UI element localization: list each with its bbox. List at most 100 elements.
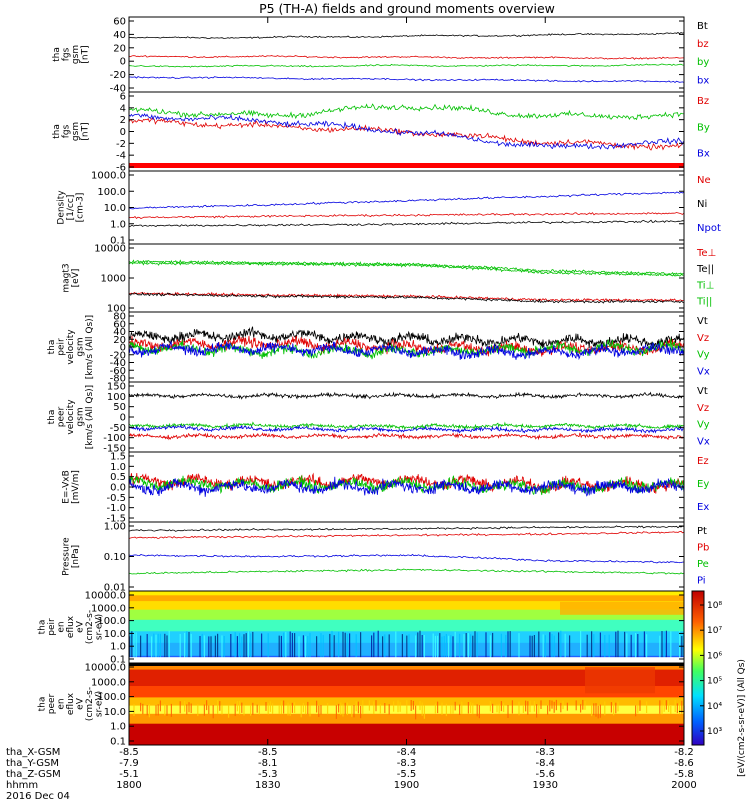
y-axis-label-line: tha [38,697,48,712]
spectrogram-streak [604,701,606,716]
spectrogram-peer_en [129,663,685,746]
spectrogram-streak [454,631,456,663]
spectrogram-streak [459,633,461,662]
spectrogram-streak [333,635,335,664]
spectrogram-band [129,669,684,687]
series-line-fgs_dsl-green [128,103,684,121]
spectrogram-streak [287,702,289,716]
spectrogram-streak [272,703,274,714]
panel-frame [128,170,685,245]
legend-fgs_dsl-By: By [697,122,710,133]
spectrogram-streak [529,635,531,667]
series-line-peer_vel-black [128,391,684,400]
spectrogram-streak [500,701,502,712]
spectrogram-streak [393,701,395,712]
spectrogram-streak [582,699,584,710]
spectrogram-streak [250,633,252,666]
colorbar [691,590,705,746]
y-axis-label-line: en [57,621,67,632]
spectrogram-streak [507,631,509,660]
spectrogram-streak [159,633,161,666]
spectrogram-streak [320,705,322,715]
spectrogram-streak [580,704,582,713]
y-tick-label: 150 [107,382,126,393]
y-axis-label-line: gsm [76,407,86,426]
spectrogram-streak [247,631,249,660]
spectrogram-streak [302,635,304,668]
panel-frame [128,381,685,453]
spectrogram-streak [547,705,549,715]
spectrogram-streak [353,705,355,718]
y-tick-label: 100.0 [97,187,126,198]
spectrogram-streak [419,701,421,711]
colorbar-tick-label: 10⁶ [707,651,722,661]
spectrogram-streak [241,702,243,713]
y-tick-label: 0.01 [104,583,126,594]
legend-peer_vel-Vt: Vt [697,386,708,397]
x-row-label: tha_X-GSM [6,747,60,758]
spectrogram-streak [168,630,170,663]
legend-peir_vel-Vx: Vx [697,366,710,377]
spectrogram-streak [674,699,676,713]
spectrogram-patch [585,667,655,694]
spectrogram-streak [439,633,441,665]
y-axis-label-line: [mV/m] [71,470,81,504]
spectrogram-streak [349,633,351,663]
y-axis-label-line: eflux [66,692,76,715]
spectrogram-streak [478,705,480,719]
spectrogram-streak [452,705,454,714]
y-tick-label: 100 [107,392,126,403]
y-axis-label-line: peir [47,618,57,636]
spectrogram-streak [470,702,472,714]
spectrogram-streak [417,632,419,664]
spectrogram-streak [140,635,142,665]
spectrogram-streak [663,700,665,712]
y-axis-label: tha peer en eflux eV (cm2-s-sr-eV) [38,687,105,721]
y-tick-label: 10000.0 [85,663,126,674]
spectrogram-streak [454,701,456,711]
spectrogram-streak [624,631,626,663]
spectrogram-streak [164,704,166,716]
spectrogram-streak [584,701,586,710]
y-axis-label-line: [eV] [71,269,81,288]
spectrogram-streak [529,700,531,713]
spectrogram-streak [170,703,172,717]
spectrogram-streak [665,630,667,659]
y-tick-label: -40 [110,84,126,95]
spectrogram-streak [351,705,353,717]
spectrogram-streak [533,635,535,667]
spectrogram-streak [320,633,322,663]
x-tick-label: -8.5 [258,747,278,758]
spectrogram-streak [531,635,533,665]
spectrogram-streak [610,702,612,713]
spectrogram-streak [309,705,311,717]
spectrogram-streak [129,636,131,667]
spectrogram-streak [368,700,370,711]
spectrogram-streak [415,705,417,720]
spectrogram-streak [146,705,148,716]
spectrogram-streak [549,632,551,661]
spectrogram-streak [269,701,271,712]
spectrogram-streak [441,702,443,715]
x-tick-label: -5.1 [119,769,139,780]
y-tick-label: 40 [113,30,126,41]
spectrogram-streak [212,705,214,719]
spectrogram-streak [489,635,491,668]
spectrogram-band [129,595,684,602]
y-tick-label: 0 [120,343,126,354]
y-tick-label: 80 [113,312,126,323]
legend-pressure-Pt: Pt [697,526,707,537]
colorbar-tick-label: 10⁴ [707,702,722,712]
spectrogram-streak [261,633,263,666]
y-axis-label: tha peer velocity gsm [km/s (All Qs)] [47,385,95,449]
spectrogram-streak [190,633,192,661]
panel-frame [128,16,685,93]
spectrogram-streak [474,631,476,662]
y-axis-label-line: [nT] [80,122,90,140]
spectrogram-streak [289,704,291,716]
spectrogram-streak [379,703,381,714]
spectrogram-streak [329,633,331,663]
legend-peer_vel-Vy: Vy [697,420,710,431]
y-axis-label-line: fgs [61,124,71,138]
spectrogram-streak [283,700,285,714]
